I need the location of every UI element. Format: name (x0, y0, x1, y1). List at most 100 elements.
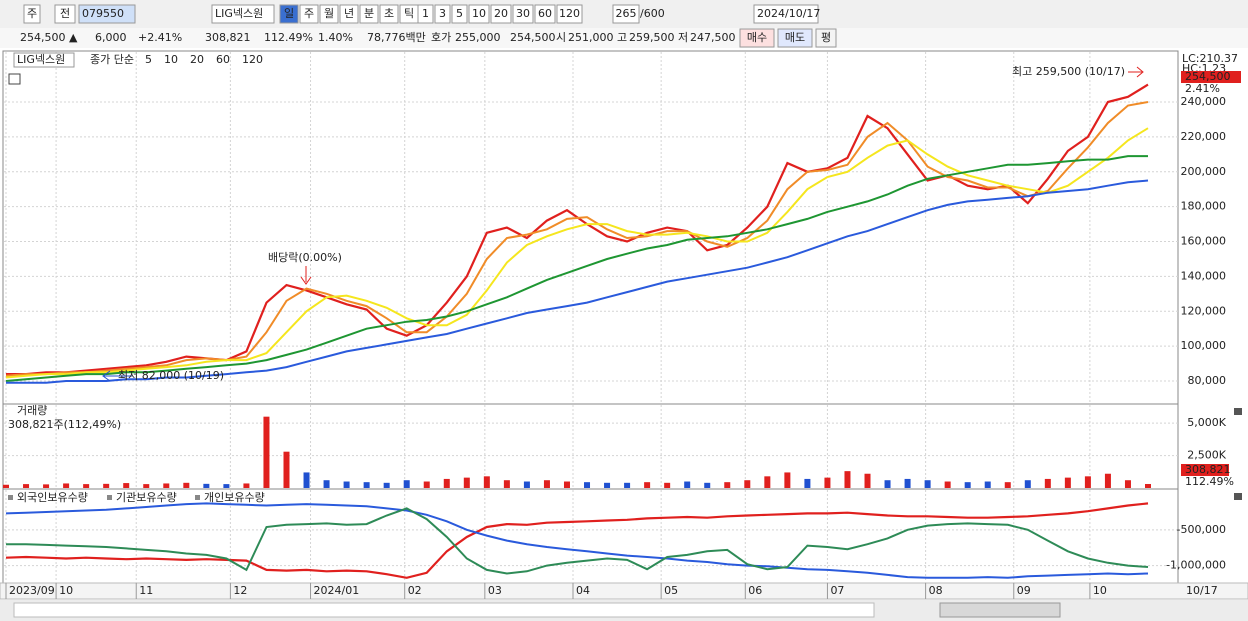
trade-button-box[interactable] (777, 28, 813, 48)
volume-bar (1044, 478, 1051, 488)
volume-bar (363, 482, 370, 488)
period-button[interactable]: 분 (364, 7, 374, 20)
volume-bar (1124, 480, 1131, 488)
info-volume: 308,821 (205, 31, 251, 44)
info-volume-ratio: 112.49% (264, 31, 313, 44)
volume-bar (1145, 483, 1151, 488)
trade-button-box[interactable] (739, 28, 775, 48)
bar-count-max: /600 (640, 7, 665, 20)
trade-button-box[interactable] (815, 28, 837, 48)
annotation: 배당락(0.00%) (268, 251, 342, 264)
period-button-box[interactable] (299, 4, 319, 24)
stock-code[interactable]: 079550 (82, 7, 124, 20)
period-button[interactable]: 주 (304, 7, 314, 20)
trade-button[interactable]: 매도 (785, 31, 805, 44)
volume-bar (844, 471, 851, 488)
scroll-track[interactable] (13, 602, 875, 618)
stock-name-box[interactable] (211, 4, 275, 24)
volume-bar (43, 484, 50, 488)
interval-button[interactable]: 3 (439, 7, 446, 20)
series-line (5, 502, 1149, 579)
price-tag-box (1181, 71, 1241, 83)
y-tick-label: 240,000 (1181, 95, 1227, 108)
volume-bar (303, 472, 310, 488)
trade-button[interactable]: 평 (821, 31, 831, 44)
volume-bar (443, 478, 450, 488)
y-tick-label: -1,000,000 (1166, 559, 1226, 572)
info-low: 247,500 (690, 31, 736, 44)
period-button[interactable]: 틱 (404, 7, 414, 20)
side-label: LC:210.37 (1182, 52, 1238, 65)
date-field-box[interactable] (753, 4, 819, 24)
trade-button[interactable]: 매수 (747, 31, 767, 44)
volume-bar (684, 481, 691, 488)
interval-button-box[interactable] (468, 4, 490, 24)
volume-bar (824, 477, 831, 488)
interval-button[interactable]: 1 (422, 7, 429, 20)
period-button[interactable]: 월 (324, 7, 334, 20)
compare-button[interactable]: 전 (60, 7, 70, 20)
volume-bar (744, 480, 751, 488)
stock-code-box[interactable] (78, 4, 136, 24)
period-button[interactable]: 년 (344, 7, 354, 20)
interval-button[interactable]: 30 (516, 7, 530, 20)
info-quote-label: 호가 (431, 31, 451, 44)
interval-button[interactable]: 5 (456, 7, 463, 20)
volume-bar (664, 482, 671, 488)
stock-name[interactable]: LIG넥스원 (215, 7, 263, 20)
y-tick-label: 180,000 (1181, 200, 1227, 213)
volume-bar (944, 481, 951, 488)
interval-button[interactable]: 120 (559, 7, 580, 20)
period-button-box[interactable] (339, 4, 359, 24)
interval-button-box[interactable] (451, 4, 468, 24)
legend-entry: 10 (164, 53, 178, 66)
volume-bar (523, 481, 530, 488)
annotation-arrow (1128, 66, 1144, 78)
y-tick-label: 160,000 (1181, 235, 1227, 248)
period-button[interactable]: 초 (384, 7, 394, 20)
volume-bar (1024, 480, 1031, 488)
period-button-box[interactable] (379, 4, 399, 24)
period-toggle[interactable]: 주 (27, 7, 37, 20)
table-icon[interactable] (8, 73, 21, 85)
interval-button-box[interactable] (490, 4, 512, 24)
period-button[interactable]: 일 (284, 6, 294, 20)
series-line (6, 179, 1149, 384)
panel-close[interactable] (1234, 408, 1242, 415)
interval-button[interactable]: 10 (472, 7, 486, 20)
info-bar-bg (0, 28, 1248, 48)
volume-bar (924, 480, 931, 488)
volume-bar (183, 482, 190, 488)
annotation-arrow (102, 370, 132, 382)
period-toggle-box[interactable] (23, 4, 41, 24)
date-field[interactable]: 2024/10/17 (757, 7, 820, 20)
series-line (5, 155, 1148, 382)
volume-bar (283, 451, 290, 488)
x-tick-label: 03 (488, 584, 502, 597)
interval-button-box[interactable] (434, 4, 451, 24)
period-button-box[interactable] (359, 4, 379, 24)
compare-button-box[interactable] (54, 4, 76, 24)
panel-subtitle: 308,821주(112,49%) (8, 418, 121, 431)
panel-close[interactable] (1234, 493, 1242, 500)
interval-button-box[interactable] (417, 4, 434, 24)
interval-button-box[interactable] (512, 4, 534, 24)
y-tick-label: 5,000K (1187, 416, 1226, 429)
volume-bar (463, 477, 470, 488)
period-button-box[interactable] (279, 4, 299, 24)
interval-button[interactable]: 60 (538, 7, 552, 20)
interval-button-box[interactable] (556, 4, 583, 24)
scroll-thumb[interactable] (939, 602, 1061, 618)
volume-bar (103, 483, 110, 488)
volume-bar (3, 484, 9, 488)
volume-bar (984, 481, 991, 488)
annotation-arrow (300, 266, 312, 285)
period-button-box[interactable] (319, 4, 339, 24)
interval-button[interactable]: 20 (494, 7, 508, 20)
bar-count[interactable]: 265 (616, 7, 637, 20)
volume-bar (1064, 477, 1071, 488)
bar-count-box[interactable] (612, 4, 640, 24)
interval-button-box[interactable] (534, 4, 556, 24)
x-tick-label: 10 (59, 584, 73, 597)
